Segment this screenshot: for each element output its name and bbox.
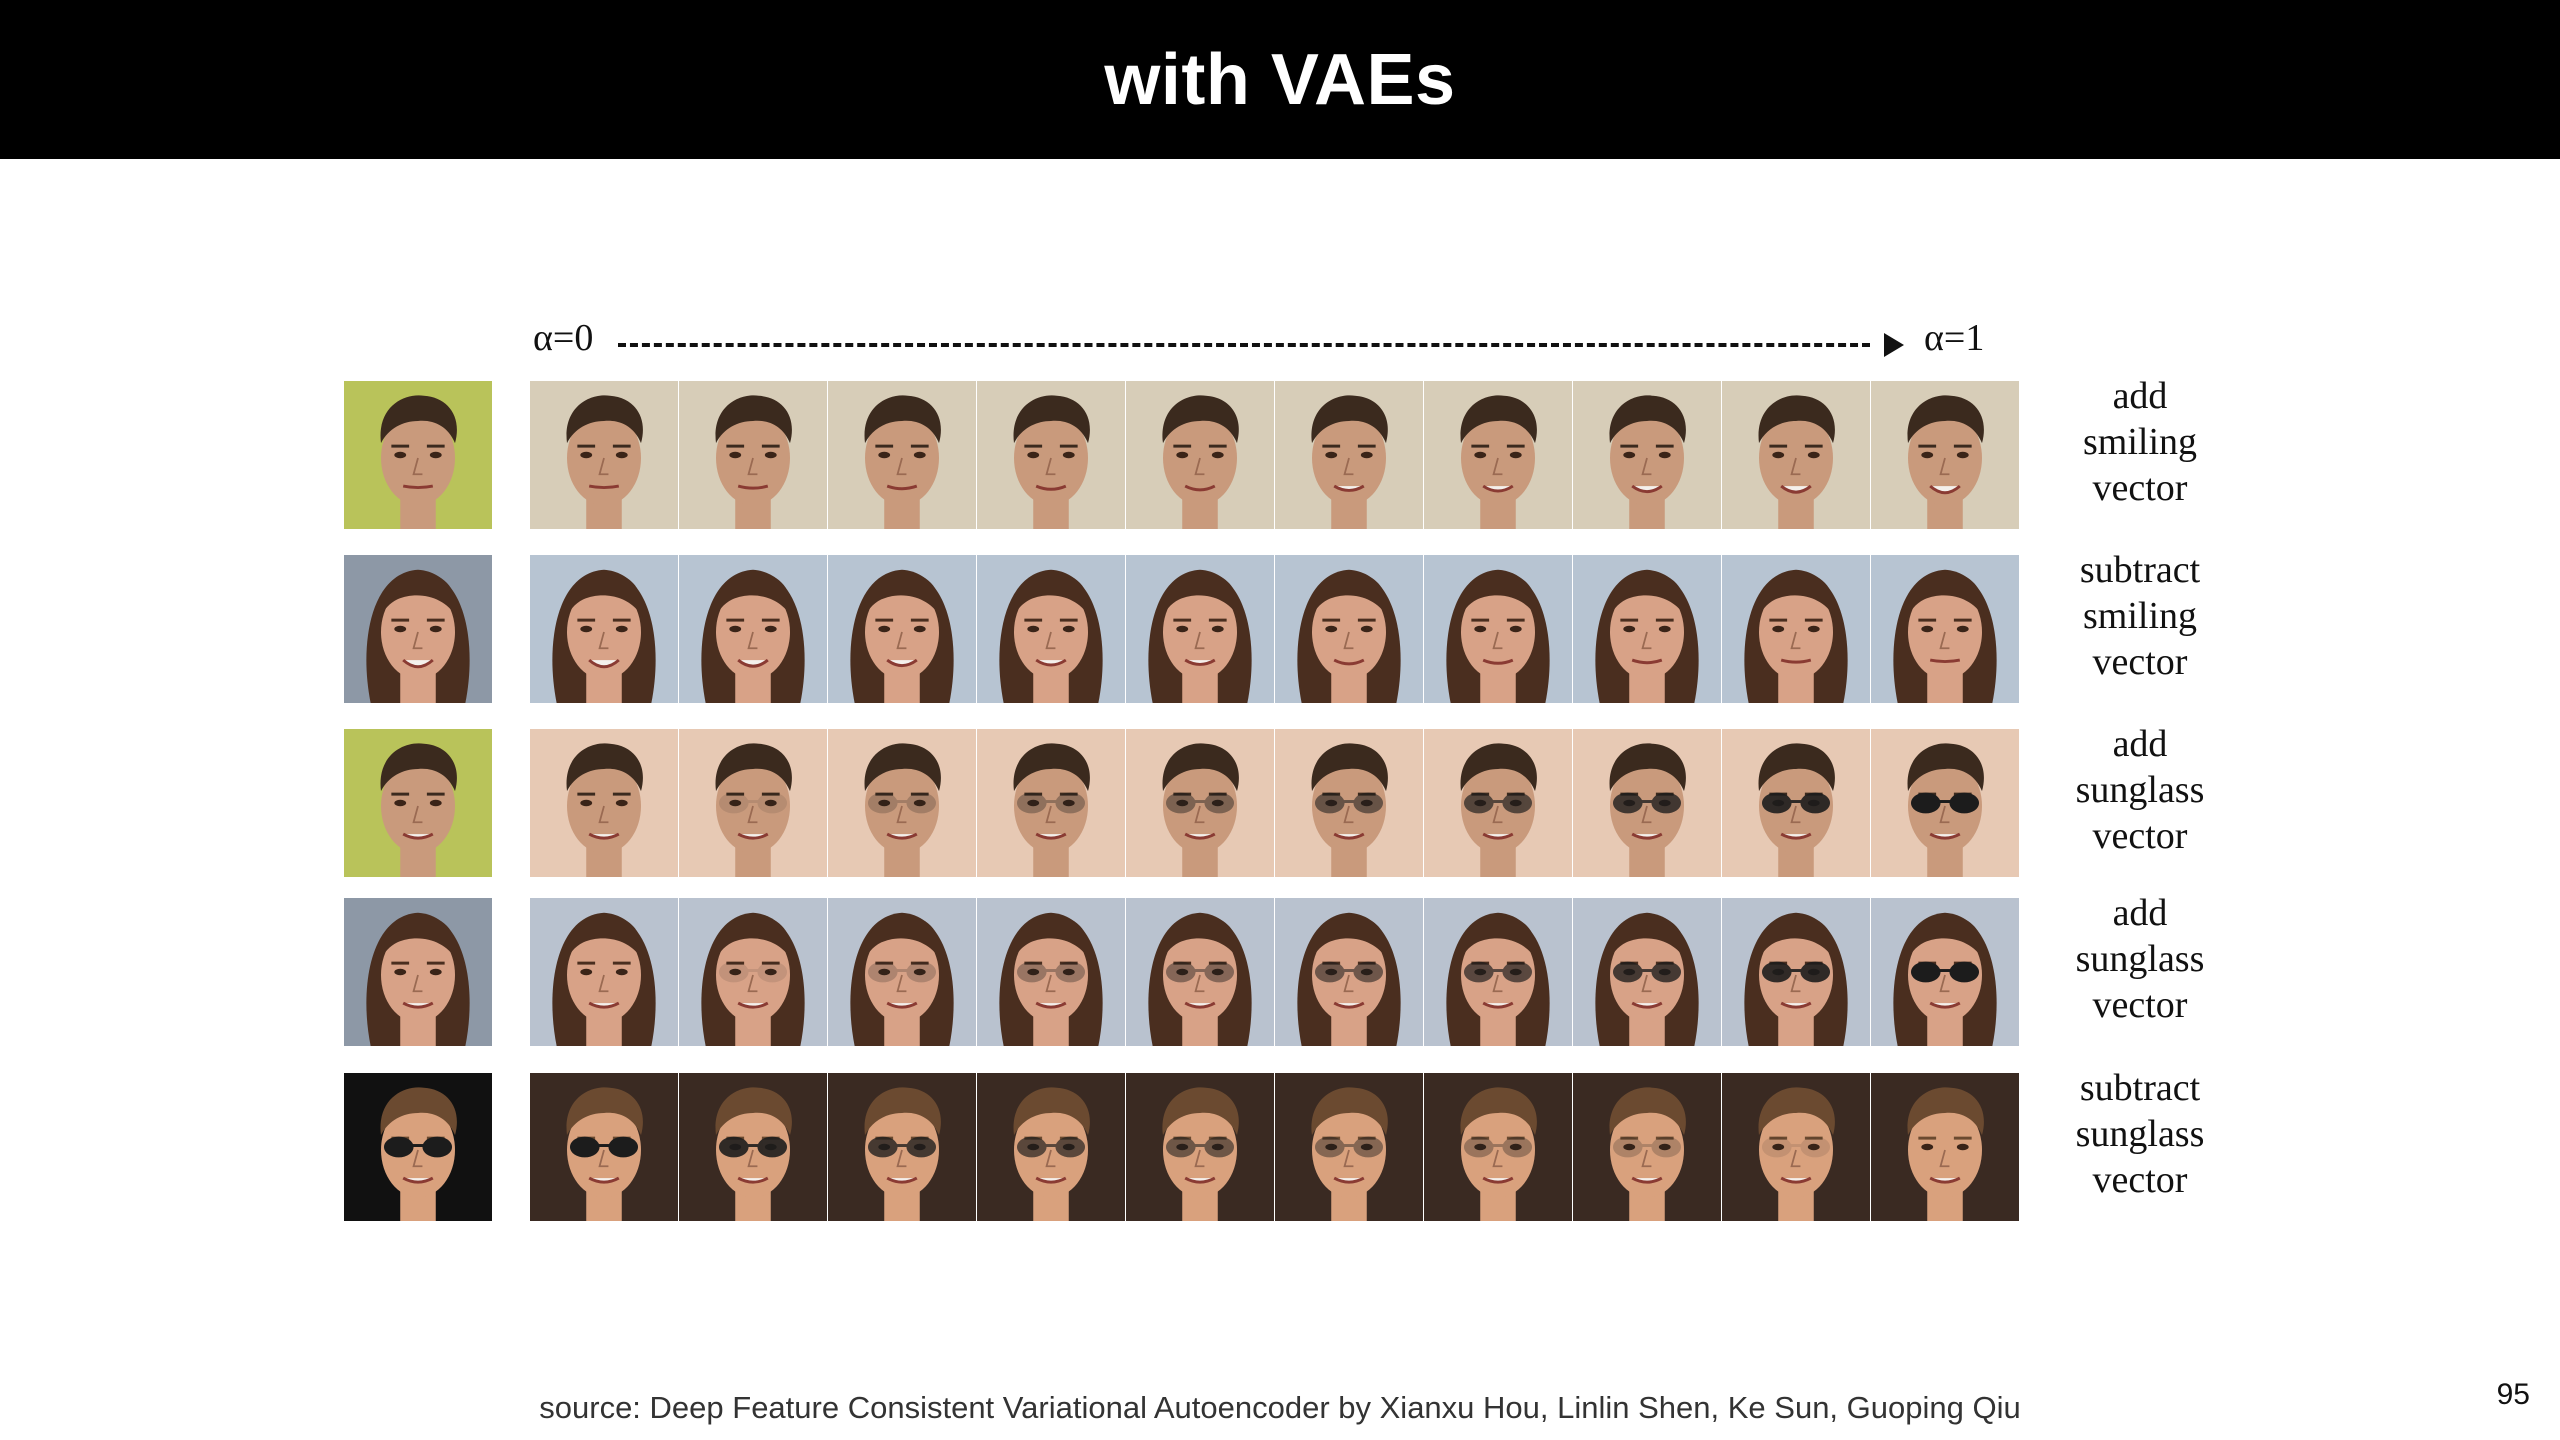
interpolated-face-image	[828, 898, 977, 1046]
interpolated-face-image	[679, 555, 828, 703]
interpolated-face-image	[1871, 1073, 2020, 1221]
interpolated-face-image	[1275, 898, 1424, 1046]
source-face-image	[344, 898, 492, 1046]
interpolated-face-image	[530, 729, 679, 877]
alpha-arrow-icon	[1884, 333, 1904, 357]
interpolated-face-image	[679, 381, 828, 529]
interpolated-face-image	[679, 1073, 828, 1221]
row-caption-line: add	[2112, 375, 2168, 417]
interpolated-face-image	[1871, 555, 2020, 703]
alpha-end-label: α=1	[1924, 317, 1985, 359]
interpolated-face-image	[1573, 729, 1722, 877]
row-caption: subtract smiling vector	[2040, 547, 2240, 685]
interpolated-face-image	[679, 729, 828, 877]
interpolated-face-image	[1722, 729, 1871, 877]
interpolated-face-image	[1126, 729, 1275, 877]
alpha-axis-line	[618, 343, 1870, 347]
interpolated-face-image	[1573, 898, 1722, 1046]
row-caption: add smiling vector	[2040, 373, 2240, 511]
alpha-start-label: α=0	[533, 317, 594, 359]
page-number: 95	[2496, 1378, 2530, 1411]
interpolated-face-image	[1275, 381, 1424, 529]
interpolated-face-image	[1722, 555, 1871, 703]
interpolated-face-image	[1275, 729, 1424, 877]
row-caption-line: vector	[2092, 641, 2188, 683]
row-caption-line: sunglass	[2075, 938, 2205, 980]
row-caption: subtract sunglass vector	[2040, 1065, 2240, 1203]
row-caption-line: add	[2112, 723, 2168, 765]
row-caption-line: sunglass	[2075, 769, 2205, 811]
interpolated-face-image	[1722, 898, 1871, 1046]
interpolated-face-image	[1871, 381, 2020, 529]
row-caption-line: vector	[2092, 1159, 2188, 1201]
row-caption-line: add	[2112, 892, 2168, 934]
interpolated-face-image	[1424, 381, 1573, 529]
interpolated-face-image	[828, 729, 977, 877]
face-row: add sunglass vector	[0, 892, 2560, 1048]
row-caption-line: sunglass	[2075, 1113, 2205, 1155]
row-caption-line: smiling	[2082, 595, 2198, 637]
source-face-image	[344, 555, 492, 703]
source-face-image	[344, 1073, 492, 1221]
interpolated-face-image	[1126, 1073, 1275, 1221]
row-caption-line: subtract	[2079, 549, 2201, 591]
interpolated-face-image	[1126, 381, 1275, 529]
source-face-image	[344, 729, 492, 877]
face-row: add smiling vector	[0, 375, 2560, 531]
interpolated-face-image	[1275, 1073, 1424, 1221]
interpolated-face-image	[679, 898, 828, 1046]
row-caption-line: subtract	[2079, 1067, 2201, 1109]
row-caption-line: vector	[2092, 815, 2188, 857]
interpolated-face-image	[530, 555, 679, 703]
interpolated-face-image	[530, 381, 679, 529]
interpolated-face-image	[1722, 1073, 1871, 1221]
interpolated-face-image	[1424, 1073, 1573, 1221]
row-caption: add sunglass vector	[2040, 890, 2240, 1028]
interpolated-face-image	[977, 898, 1126, 1046]
interpolated-face-image	[1424, 729, 1573, 877]
interpolated-face-image	[977, 1073, 1126, 1221]
interpolated-face-image	[1126, 555, 1275, 703]
source-citation: source: Deep Feature Consistent Variatio…	[539, 1390, 2021, 1425]
row-caption: add sunglass vector	[2040, 721, 2240, 859]
face-row: add sunglass vector	[0, 723, 2560, 879]
interpolated-face-image	[977, 381, 1126, 529]
interpolated-face-image	[1871, 898, 2020, 1046]
slide-title: with VAEs	[1104, 39, 1456, 120]
interpolated-face-image	[977, 729, 1126, 877]
interpolated-face-image	[1573, 1073, 1722, 1221]
interpolated-face-image	[530, 898, 679, 1046]
interpolated-face-image	[828, 381, 977, 529]
source-face-image	[344, 381, 492, 529]
interpolated-face-image	[1722, 381, 1871, 529]
interpolated-face-image	[1275, 555, 1424, 703]
row-caption-line: vector	[2092, 467, 2188, 509]
interpolated-face-image	[1871, 729, 2020, 877]
interpolated-face-image	[1424, 898, 1573, 1046]
interpolated-face-image	[1573, 381, 1722, 529]
interpolated-face-image	[828, 1073, 977, 1221]
title-bar: with VAEs	[0, 0, 2560, 159]
interpolated-face-image	[977, 555, 1126, 703]
interpolated-face-image	[1424, 555, 1573, 703]
interpolated-face-image	[1573, 555, 1722, 703]
interpolated-face-image	[530, 1073, 679, 1221]
face-row: subtract sunglass vector	[0, 1067, 2560, 1223]
row-caption-line: smiling	[2082, 421, 2198, 463]
interpolated-face-image	[828, 555, 977, 703]
interpolated-face-image	[1126, 898, 1275, 1046]
row-caption-line: vector	[2092, 984, 2188, 1026]
face-row: subtract smiling vector	[0, 549, 2560, 705]
